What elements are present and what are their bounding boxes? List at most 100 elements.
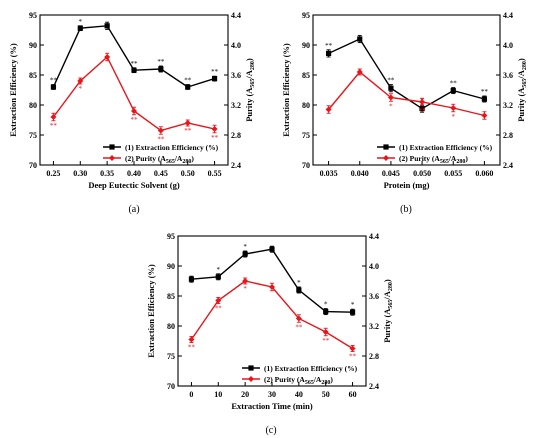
y-right-tick-label: 2.8 (231, 131, 241, 140)
y-left-tick-label: 95 (29, 11, 37, 20)
purity-point (184, 120, 191, 126)
purity-point (322, 329, 329, 335)
chart-panel-1: 0.25 0.30 0.35 0.40 0.45 0.50 0.55 70 75 80 85 90 95… (8, 11, 256, 215)
y-left-tick-label: 75 (302, 131, 310, 140)
legend-label-ee: (1) Extraction Efficiency (%) (399, 143, 493, 152)
chart-panel-3: 0 10 20 30 40 50 60 70 75 80 85 90 95 2.4 2.8 3.2 3.6 4.0… (146, 232, 394, 436)
significance-label: ** (295, 323, 303, 331)
x-tick-label: 0.30 (73, 169, 87, 178)
significance-label: ** (131, 60, 139, 68)
purity-line (328, 71, 485, 117)
y-left-tick-label: 90 (167, 262, 175, 271)
significance-label: ** (325, 42, 333, 50)
significance-label: ** (349, 353, 357, 361)
legend-label-purity: (2) Purity (A565/A280) (264, 375, 333, 386)
x-tick-label: 0.35 (100, 169, 114, 178)
extraction-efficiency-point (158, 66, 164, 72)
y-right-tick-label: 3.2 (231, 101, 241, 110)
x-tick-label: 0.055 (444, 169, 462, 178)
purity-point (295, 315, 302, 322)
legend-label-ee: (1) Extraction Efficiency (%) (125, 143, 219, 152)
significance-label: * (217, 266, 221, 274)
purity-point (356, 69, 363, 75)
purity-point (481, 112, 488, 119)
x-tick-label: 0.040 (351, 169, 369, 178)
x-tick-label: 0.50 (181, 169, 195, 178)
y-right-axis-label: Purity (A565/A280) (516, 58, 528, 122)
x-tick-label: 0.45 (154, 169, 168, 178)
purity-point (77, 78, 84, 84)
extraction-efficiency-point (215, 274, 221, 280)
legend-label-purity: (2) Purity (A565/A280) (399, 154, 468, 165)
y-right-tick-label: 3.6 (231, 71, 241, 80)
significance-label: * (324, 301, 328, 309)
extraction-efficiency-point (269, 246, 275, 252)
panel-label: (a) (128, 204, 139, 215)
significance-label: ** (188, 344, 196, 352)
extraction-efficiency-point (481, 96, 488, 102)
x-axis-label: Extraction Time (min) (231, 401, 313, 411)
x-tick-label: 0.55 (208, 169, 222, 178)
legend-label-purity: (2) Purity (A565/A280) (125, 154, 194, 165)
x-tick-label: 50 (322, 390, 330, 399)
significance-label: ** (450, 80, 458, 88)
significance-label: * (243, 243, 247, 251)
significance-label: * (79, 85, 83, 93)
y-left-tick-label: 90 (29, 41, 37, 50)
significance-label: ** (215, 305, 223, 313)
y-left-tick-label: 80 (167, 322, 175, 331)
y-right-tick-label: 3.2 (369, 322, 379, 331)
x-axis-label: Deep Eutectic Solvent (g) (88, 180, 180, 190)
purity-point (349, 345, 356, 352)
x-tick-label: 30 (268, 390, 276, 399)
significance-label: ** (131, 116, 139, 124)
extraction-efficiency-point (388, 85, 394, 91)
y-right-tick-label: 4.4 (231, 11, 241, 20)
x-tick-label: 10 (214, 390, 222, 399)
legend-marker-ee (383, 144, 389, 150)
legend-marker-ee (109, 144, 115, 150)
y-right-tick-label: 4.4 (369, 232, 379, 241)
y-left-axis-label: Extraction Efficiency (%) (8, 43, 18, 137)
y-right-tick-label: 4.0 (231, 41, 241, 50)
significance-label: * (79, 18, 83, 26)
purity-point (104, 54, 111, 60)
purity-point (50, 114, 57, 120)
y-left-tick-label: 70 (29, 161, 37, 170)
x-tick-label: 0.035 (320, 169, 338, 178)
significance-label: ** (184, 127, 192, 135)
x-tick-label: 0.045 (382, 169, 400, 178)
y-right-tick-label: 4.0 (369, 262, 379, 271)
y-right-tick-label: 2.4 (503, 161, 513, 170)
extraction-efficiency-point (357, 36, 363, 42)
extraction-efficiency-point (325, 50, 332, 56)
extraction-efficiency-point (104, 23, 110, 29)
extraction-efficiency-point (50, 84, 57, 90)
y-left-tick-label: 70 (302, 161, 310, 170)
x-tick-label: 0.050 (413, 169, 431, 178)
extraction-efficiency-line (328, 38, 485, 110)
significance-label: ** (322, 337, 330, 345)
purity-point (387, 94, 394, 101)
x-tick-label: 40 (295, 390, 303, 399)
significance-label: * (297, 279, 301, 287)
significance-label: * (243, 285, 247, 293)
panel-label: (c) (265, 425, 276, 436)
legend-marker-purity (248, 376, 254, 382)
legend-label-ee: (1) Extraction Efficiency (%) (264, 364, 358, 373)
significance-label: ** (157, 135, 165, 143)
y-left-tick-label: 85 (302, 71, 310, 80)
extraction-efficiency-line (191, 248, 353, 313)
y-right-tick-label: 3.2 (503, 101, 513, 110)
y-right-axis-label: Purity (A565/A280) (244, 58, 256, 122)
extraction-efficiency-point (188, 276, 195, 282)
extraction-efficiency-point (77, 25, 83, 31)
y-left-tick-label: 80 (302, 101, 310, 110)
legend-marker-purity (383, 155, 389, 161)
significance-label: ** (50, 77, 58, 85)
extraction-efficiency-point (185, 84, 191, 90)
purity-point (450, 105, 457, 111)
extraction-efficiency-point (131, 67, 137, 73)
significance-label: ** (211, 134, 219, 142)
